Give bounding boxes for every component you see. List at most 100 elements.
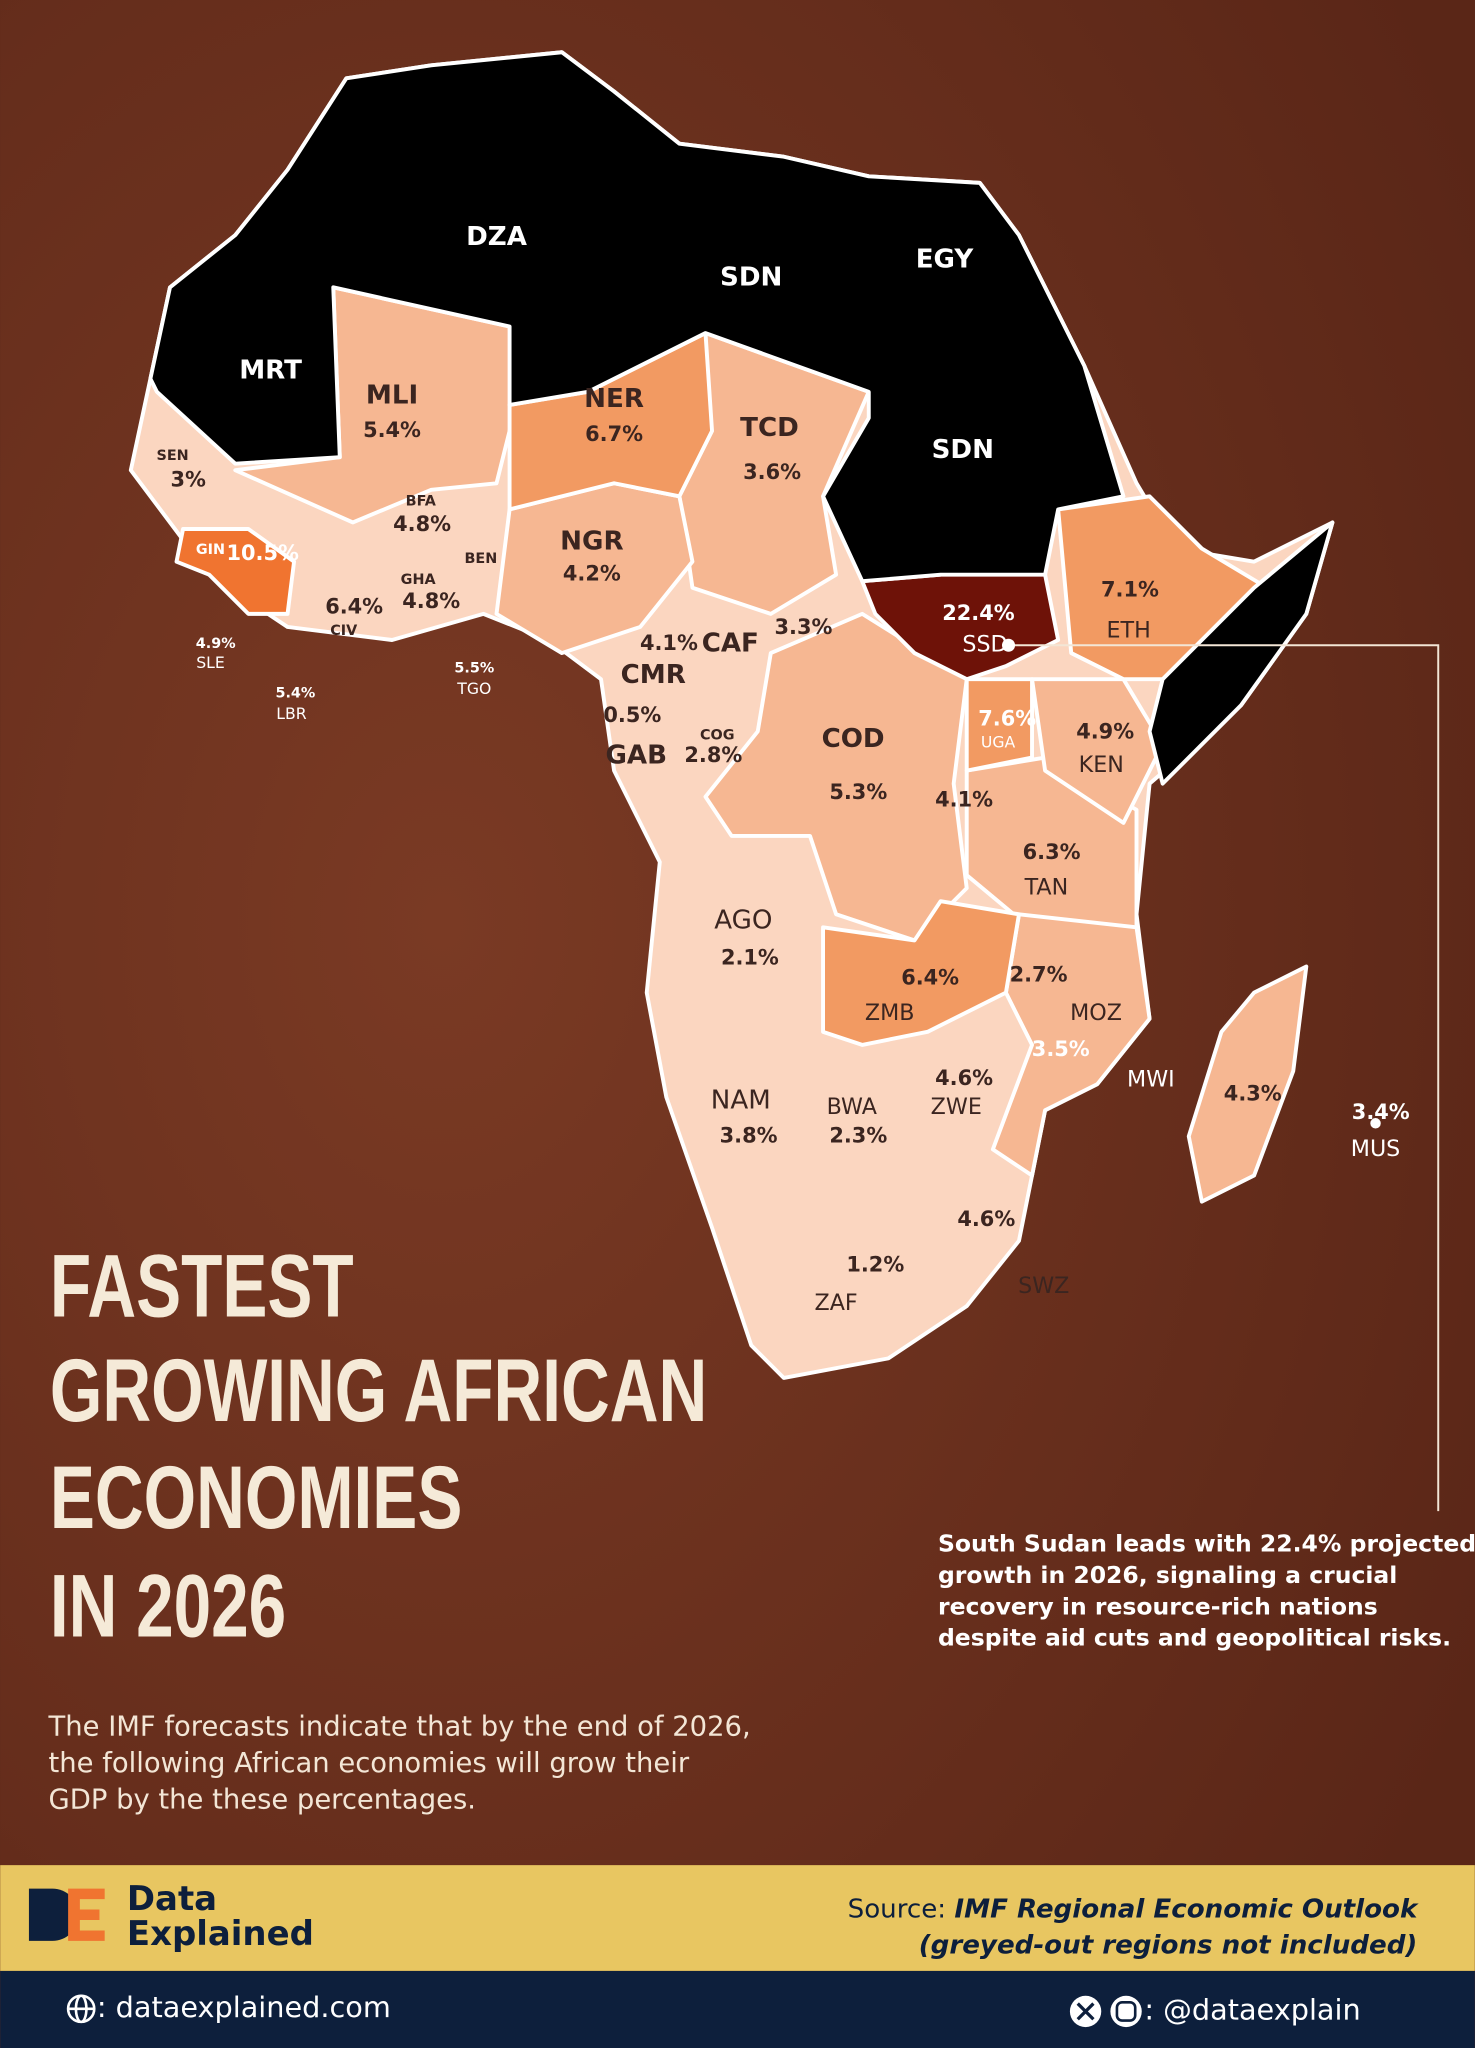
country-code: CIV: [330, 623, 358, 639]
growth-label: 4.9%: [1076, 720, 1134, 744]
region: [1186, 964, 1309, 1204]
growth-label: 5.4%: [363, 418, 421, 442]
title-line: ECONOMIES: [50, 1448, 463, 1547]
growth-label: 0.5%: [603, 703, 661, 727]
country-code: ZAF: [815, 1290, 858, 1316]
region: [990, 912, 1152, 1178]
region: [821, 899, 1021, 1047]
growth-label: 5.5%: [454, 661, 494, 677]
country-code: CAF: [702, 628, 759, 658]
instagram-icon[interactable]: [1110, 1995, 1142, 2028]
country-code: NGR: [560, 527, 623, 557]
growth-label: 4.6%: [957, 1207, 1015, 1231]
growth-label: 7.1%: [1101, 577, 1159, 601]
growth-label: 10.5%: [227, 541, 300, 565]
growth-label: 6.4%: [901, 965, 959, 989]
mid-tone-regions: [233, 285, 1309, 1204]
source-title: IMF Regional Economic Outlook: [954, 1894, 1419, 1924]
website[interactable]: : dataexplained.com: [97, 1990, 391, 2024]
growth-label: 22.4%: [942, 601, 1015, 625]
instagram-glyph: [1115, 2000, 1137, 2022]
country-code: BEN: [464, 551, 497, 567]
growth-label: 3.3%: [775, 615, 833, 639]
growth-label: 3.8%: [720, 1123, 778, 1147]
mus-dot: [1370, 1118, 1381, 1129]
region-gin: [174, 527, 297, 616]
region: [964, 677, 1034, 773]
callout-line-text: recovery in resource-rich nations: [938, 1592, 1378, 1620]
country-code: GIN: [196, 542, 225, 558]
growth-label: 1.2%: [846, 1253, 904, 1277]
country-code: MLI: [366, 380, 418, 410]
intro-line: GDP by the these percentages.: [49, 1785, 476, 1816]
excluded-somalia: [1147, 520, 1335, 786]
country-code: BWA: [827, 1094, 877, 1120]
intro-line: The IMF forecasts indicate that by the e…: [48, 1712, 751, 1743]
country-code: SDN: [720, 263, 782, 293]
growth-label: 2.3%: [829, 1123, 887, 1147]
x-glyph: [1076, 2002, 1095, 2021]
country-code: NAM: [711, 1086, 771, 1116]
country-code: SLE: [196, 653, 225, 672]
country-code: GHA: [401, 572, 437, 588]
growth-label: 4.2%: [563, 562, 621, 586]
country-code: MUS: [1351, 1136, 1400, 1162]
africa-map: [128, 50, 1335, 1380]
source-note: (greyed-out regions not included): [919, 1931, 1418, 1961]
growth-label: 4.3%: [1224, 1082, 1282, 1106]
country-code: LBR: [276, 704, 306, 723]
country-code: TAN: [1024, 875, 1069, 901]
growth-label: 5.4%: [275, 686, 315, 702]
country-code: TCD: [740, 413, 799, 443]
country-code: NER: [584, 384, 644, 414]
country-code: SSD: [962, 632, 1007, 658]
country-code: DZA: [466, 222, 528, 252]
growth-label: 6.4%: [325, 594, 383, 618]
growth-label: 2.1%: [721, 946, 779, 970]
growth-label: 3.6%: [743, 460, 801, 484]
country-code: COD: [822, 724, 885, 754]
country-code: SEN: [157, 448, 189, 464]
title-line: GROWING AFRICAN: [50, 1341, 707, 1440]
callout-line: [1008, 644, 1440, 1512]
growth-label: 4.9%: [196, 636, 236, 652]
growth-label: 6.7%: [585, 422, 643, 446]
country-code: SDN: [932, 435, 994, 465]
logo: [28, 1888, 105, 1941]
growth-label: 6.3%: [1023, 840, 1081, 864]
source-band: [0, 1865, 1475, 1971]
country-code: ZMB: [865, 1000, 915, 1026]
growth-label: 4.8%: [393, 512, 451, 536]
growth-label: 4.8%: [402, 589, 460, 613]
footer: [0, 1970, 1475, 2048]
country-code: ETH: [1107, 617, 1151, 643]
title: FASTEST GROWING AFRICAN ECONOMIES IN 202…: [50, 1237, 707, 1656]
country-code: SWZ: [1018, 1273, 1069, 1299]
globe-icon: [66, 1994, 96, 2024]
country-code: CMR: [621, 660, 686, 690]
growth-label: 7.6%: [978, 707, 1036, 731]
country-code: MWI: [1127, 1067, 1175, 1093]
country-code: ZWE: [931, 1094, 982, 1120]
growth-label: 4.1%: [935, 788, 993, 812]
callout: South Sudan leads with 22.4% projected g…: [938, 1530, 1475, 1652]
growth-label: 3%: [171, 468, 207, 492]
country-code: TGO: [456, 679, 491, 698]
growth-label: 3.4%: [1352, 1100, 1410, 1124]
brand-line: Data: [127, 1879, 217, 1919]
callout-dot: [1001, 638, 1016, 652]
source-label: Source:: [848, 1894, 946, 1924]
country-code: MOZ: [1070, 1000, 1122, 1026]
country-code: EGY: [916, 244, 975, 274]
callout-line-text: South Sudan leads with 22.4% projected: [938, 1530, 1475, 1558]
growth-label: 2.7%: [1010, 963, 1068, 987]
country-code: COG: [700, 727, 735, 743]
country-code: AGO: [714, 905, 772, 935]
logo-d: [28, 1888, 79, 1941]
excluded-north: [148, 50, 1126, 584]
intro-line: the following African economies will gro…: [49, 1748, 690, 1779]
country-code: UGA: [981, 733, 1016, 752]
high-tone-regions: [507, 331, 1270, 1047]
social-handle[interactable]: : @dataexplain: [1144, 1992, 1360, 2026]
